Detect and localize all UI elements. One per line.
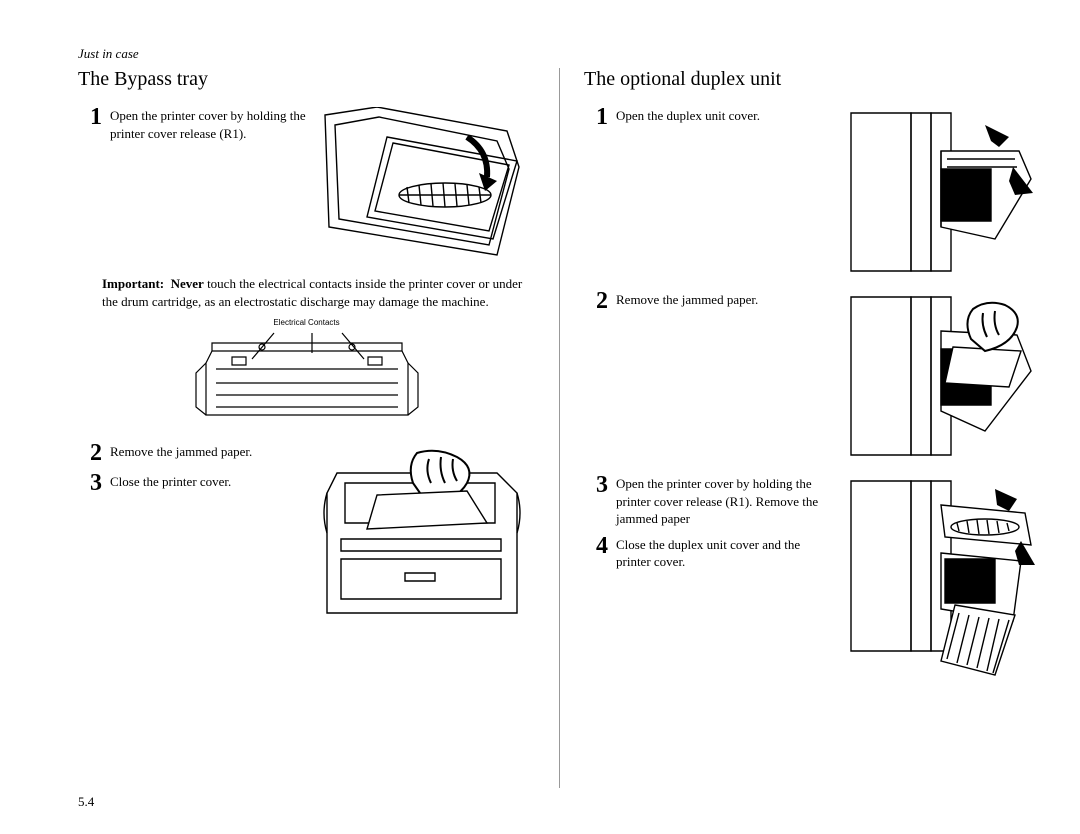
figure-duplex-remove-paper bbox=[845, 291, 1035, 461]
two-column-layout: The Bypass tray 1 Open the printer cover… bbox=[78, 68, 1040, 788]
step-number: 3 bbox=[78, 471, 102, 495]
step-text: Remove the jammed paper. bbox=[110, 443, 308, 461]
step-text: Close the duplex unit cover and the prin… bbox=[616, 536, 830, 571]
left-title: The Bypass tray bbox=[78, 68, 535, 91]
step-number: 3 bbox=[584, 473, 608, 497]
left-step23-row: 2 Remove the jammed paper. 3 Close the p… bbox=[78, 443, 535, 633]
important-text: touch the electrical contacts inside the… bbox=[102, 276, 522, 309]
figure-electrical-contacts: Electrical Contacts bbox=[78, 318, 535, 425]
important-label: Important: bbox=[102, 276, 164, 291]
right-row-1: 1 Open the duplex unit cover. bbox=[584, 107, 1040, 277]
right-row-3: 3 Open the printer cover by holding the … bbox=[584, 475, 1040, 685]
right-step-3: 3 Open the printer cover by holding the … bbox=[584, 475, 830, 528]
step-text: Remove the jammed paper. bbox=[616, 291, 830, 309]
step-text: Open the printer cover by holding the pr… bbox=[616, 475, 830, 528]
contacts-caption: Electrical Contacts bbox=[192, 318, 422, 327]
right-step-2: 2 Remove the jammed paper. bbox=[584, 291, 830, 313]
right-step-4: 4 Close the duplex unit cover and the pr… bbox=[584, 536, 830, 571]
figure-duplex-open bbox=[845, 107, 1035, 277]
step-number: 2 bbox=[584, 289, 608, 313]
step-number: 1 bbox=[584, 105, 608, 129]
left-column: The Bypass tray 1 Open the printer cover… bbox=[78, 68, 559, 788]
left-step-1: 1 Open the printer cover by holding the … bbox=[78, 107, 308, 142]
chapter-heading: Just in case bbox=[78, 46, 1040, 62]
left-step-2: 2 Remove the jammed paper. bbox=[78, 443, 308, 465]
important-note: Important: Never touch the electrical co… bbox=[102, 275, 535, 310]
figure-duplex-open-printer-cover bbox=[845, 475, 1035, 685]
step-number: 2 bbox=[78, 441, 102, 465]
step-number: 1 bbox=[78, 105, 102, 129]
right-row-2: 2 Remove the jammed paper. bbox=[584, 291, 1040, 461]
figure-remove-paper-bypass bbox=[317, 443, 527, 633]
step-text: Open the printer cover by holding the pr… bbox=[110, 107, 308, 142]
page-number: 5.4 bbox=[78, 794, 94, 810]
step-number: 4 bbox=[584, 534, 608, 558]
important-emphasis: Never bbox=[171, 276, 204, 291]
arrow-icon bbox=[995, 489, 1017, 511]
right-title: The optional duplex unit bbox=[584, 68, 1040, 91]
left-step1-row: 1 Open the printer cover by holding the … bbox=[78, 107, 535, 267]
manual-page: Just in case The Bypass tray 1 Open the … bbox=[0, 0, 1080, 834]
arrow-icon bbox=[985, 125, 1009, 147]
right-column: The optional duplex unit 1 Open the dupl… bbox=[559, 68, 1040, 788]
figure-bypass-open-cover bbox=[317, 107, 527, 267]
left-step-3: 3 Close the printer cover. bbox=[78, 473, 308, 495]
right-step-1: 1 Open the duplex unit cover. bbox=[584, 107, 830, 129]
step-text: Close the printer cover. bbox=[110, 473, 308, 491]
step-text: Open the duplex unit cover. bbox=[616, 107, 830, 125]
